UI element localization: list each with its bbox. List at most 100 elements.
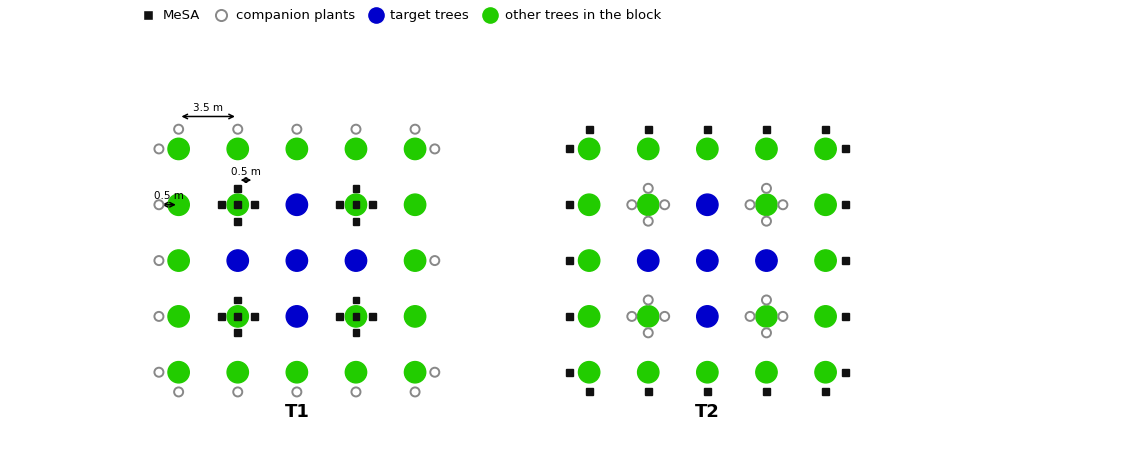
Circle shape bbox=[644, 184, 653, 193]
Bar bbox=[842, 257, 849, 264]
Circle shape bbox=[227, 194, 248, 216]
Circle shape bbox=[174, 125, 183, 134]
Circle shape bbox=[755, 306, 777, 327]
Circle shape bbox=[404, 361, 426, 383]
Bar bbox=[645, 389, 651, 395]
Bar bbox=[218, 313, 225, 320]
Circle shape bbox=[292, 387, 301, 396]
Text: 0.5 m: 0.5 m bbox=[231, 167, 261, 177]
Bar bbox=[566, 201, 572, 208]
Circle shape bbox=[638, 138, 659, 159]
Circle shape bbox=[227, 138, 248, 159]
Bar bbox=[352, 201, 359, 208]
Circle shape bbox=[638, 250, 659, 271]
Circle shape bbox=[697, 138, 718, 159]
Bar bbox=[566, 313, 572, 320]
Circle shape bbox=[578, 194, 599, 216]
Circle shape bbox=[286, 194, 307, 216]
Circle shape bbox=[755, 361, 777, 383]
Circle shape bbox=[578, 306, 599, 327]
Bar bbox=[235, 297, 242, 304]
Circle shape bbox=[578, 250, 599, 271]
Circle shape bbox=[227, 250, 248, 271]
Bar bbox=[352, 297, 359, 304]
Circle shape bbox=[234, 125, 243, 134]
Circle shape bbox=[404, 250, 426, 271]
Circle shape bbox=[755, 194, 777, 216]
Circle shape bbox=[168, 306, 190, 327]
Bar bbox=[369, 201, 376, 208]
Circle shape bbox=[404, 138, 426, 159]
Bar bbox=[566, 257, 572, 264]
Bar bbox=[352, 185, 359, 192]
Bar bbox=[352, 218, 359, 225]
Circle shape bbox=[815, 361, 837, 383]
Bar bbox=[235, 218, 242, 225]
Bar bbox=[235, 201, 242, 208]
Legend: MeSA, companion plants, target trees, other trees in the block: MeSA, companion plants, target trees, ot… bbox=[140, 10, 660, 22]
Circle shape bbox=[697, 361, 718, 383]
Bar bbox=[842, 369, 849, 376]
Circle shape bbox=[286, 138, 307, 159]
Bar bbox=[352, 329, 359, 336]
Bar bbox=[218, 201, 225, 208]
Bar bbox=[251, 313, 257, 320]
Circle shape bbox=[762, 328, 771, 337]
Circle shape bbox=[227, 361, 248, 383]
Bar bbox=[822, 126, 829, 133]
Bar bbox=[645, 126, 651, 133]
Circle shape bbox=[155, 200, 164, 209]
Bar bbox=[703, 389, 711, 395]
Text: 3.5 m: 3.5 m bbox=[193, 103, 224, 113]
Circle shape bbox=[168, 138, 190, 159]
Circle shape bbox=[578, 138, 599, 159]
Circle shape bbox=[638, 306, 659, 327]
Text: T2: T2 bbox=[695, 404, 720, 421]
Circle shape bbox=[697, 194, 718, 216]
Circle shape bbox=[644, 328, 653, 337]
Circle shape bbox=[628, 200, 637, 209]
Circle shape bbox=[234, 387, 243, 396]
Circle shape bbox=[430, 256, 439, 265]
Circle shape bbox=[815, 194, 837, 216]
Circle shape bbox=[660, 312, 669, 321]
Bar bbox=[763, 389, 770, 395]
Circle shape bbox=[762, 184, 771, 193]
Circle shape bbox=[644, 217, 653, 226]
Bar bbox=[336, 201, 343, 208]
Circle shape bbox=[345, 194, 367, 216]
Bar bbox=[763, 126, 770, 133]
Bar bbox=[842, 201, 849, 208]
Circle shape bbox=[404, 306, 426, 327]
Bar bbox=[251, 201, 257, 208]
Bar bbox=[352, 313, 359, 320]
Circle shape bbox=[345, 138, 367, 159]
Circle shape bbox=[762, 295, 771, 304]
Circle shape bbox=[815, 138, 837, 159]
Bar bbox=[235, 185, 242, 192]
Circle shape bbox=[697, 306, 718, 327]
Circle shape bbox=[745, 312, 754, 321]
Circle shape bbox=[660, 200, 669, 209]
Circle shape bbox=[292, 125, 301, 134]
Circle shape bbox=[286, 361, 307, 383]
Bar bbox=[842, 313, 849, 320]
Circle shape bbox=[778, 200, 787, 209]
Circle shape bbox=[286, 306, 307, 327]
Circle shape bbox=[815, 306, 837, 327]
Circle shape bbox=[638, 361, 659, 383]
Circle shape bbox=[168, 361, 190, 383]
Circle shape bbox=[697, 250, 718, 271]
Circle shape bbox=[227, 306, 248, 327]
Circle shape bbox=[155, 312, 164, 321]
Circle shape bbox=[345, 306, 367, 327]
Circle shape bbox=[345, 250, 367, 271]
Circle shape bbox=[578, 361, 599, 383]
Circle shape bbox=[174, 387, 183, 396]
Circle shape bbox=[155, 256, 164, 265]
Text: T1: T1 bbox=[285, 404, 309, 421]
Bar bbox=[336, 313, 343, 320]
Circle shape bbox=[411, 387, 420, 396]
Bar bbox=[586, 126, 593, 133]
Circle shape bbox=[155, 145, 164, 154]
